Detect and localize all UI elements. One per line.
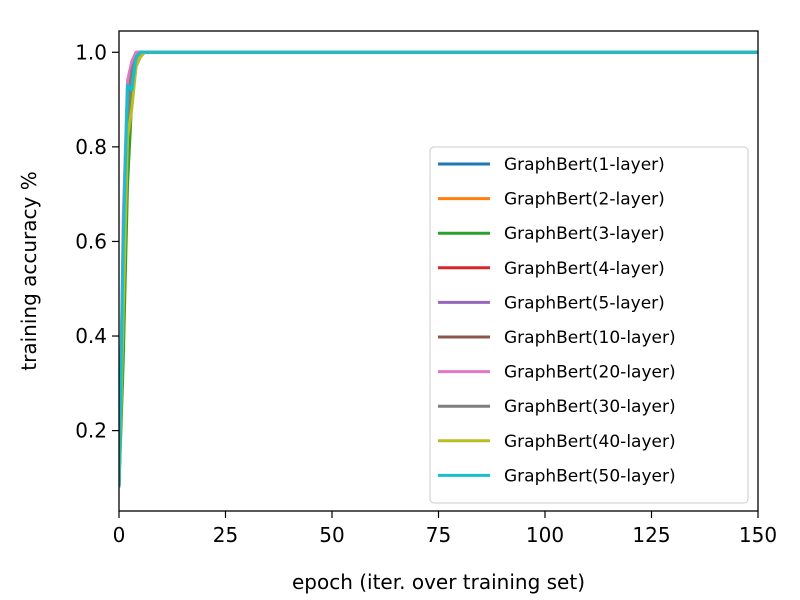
legend-entry: GraphBert(10-layer) xyxy=(504,328,676,348)
y-axis: 0.2 0.4 0.6 0.8 1.0 xyxy=(75,40,119,443)
legend-entry: GraphBert(2-layer) xyxy=(504,190,665,210)
y-tick-label: 1.0 xyxy=(75,40,107,64)
x-axis: 0 25 50 75 100 125 150 xyxy=(113,511,777,547)
y-tick-label: 0.2 xyxy=(75,419,107,443)
legend-box xyxy=(429,146,749,504)
x-axis-label: epoch (iter. over training set) xyxy=(292,570,585,594)
legend: GraphBert(1-layer) GraphBert(2-layer) Grap… xyxy=(429,146,749,504)
legend-entry: GraphBert(1-layer) xyxy=(504,155,665,175)
legend-entry: GraphBert(40-layer) xyxy=(504,432,676,452)
x-tick-label: 125 xyxy=(632,523,670,547)
x-tick-label: 25 xyxy=(213,523,238,547)
x-tick-label: 100 xyxy=(526,523,564,547)
x-tick-label: 50 xyxy=(319,523,344,547)
legend-entry: GraphBert(3-layer) xyxy=(504,224,665,244)
legend-entry: GraphBert(30-layer) xyxy=(504,397,676,417)
x-tick-label: 0 xyxy=(113,523,126,547)
y-tick-label: 0.6 xyxy=(75,229,107,253)
x-tick-label: 75 xyxy=(426,523,451,547)
y-tick-label: 0.4 xyxy=(75,324,107,348)
legend-entry: GraphBert(20-layer) xyxy=(504,363,676,383)
plot-lines xyxy=(119,50,758,488)
y-tick-label: 0.8 xyxy=(75,135,107,159)
series-line-10 xyxy=(119,50,758,488)
x-tick-label: 150 xyxy=(739,523,777,547)
y-axis-label: training accuracy % xyxy=(17,171,41,370)
legend-entry: GraphBert(50-layer) xyxy=(504,466,676,486)
legend-entry: GraphBert(5-layer) xyxy=(504,293,665,313)
legend-entry: GraphBert(4-layer) xyxy=(504,259,665,279)
